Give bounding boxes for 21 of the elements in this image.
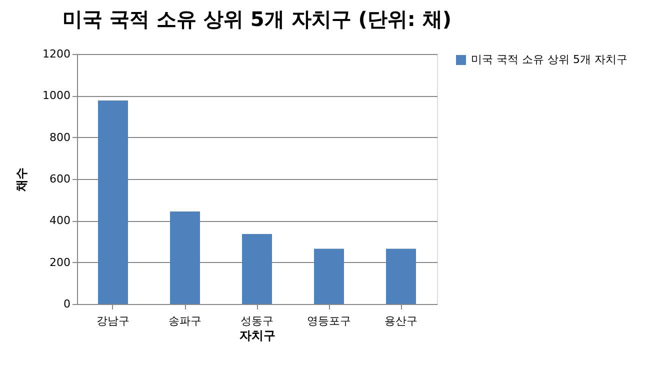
- y-axis-title: 채수: [14, 168, 29, 192]
- y-tick-label: 400: [50, 214, 70, 228]
- y-tick-label: 1000: [42, 89, 70, 102]
- bar: [314, 248, 344, 304]
- x-tick-label: 강남구: [96, 314, 130, 328]
- x-tick-label: 송파구: [168, 314, 202, 328]
- x-tick-label: 성동구: [240, 314, 274, 328]
- bar: [98, 100, 128, 304]
- bar: [386, 248, 416, 304]
- x-tick-label: 용산구: [384, 314, 418, 328]
- bar: [242, 234, 272, 304]
- y-tick-label: 800: [50, 130, 70, 144]
- legend-label: 미국 국적 소유 상위 5개 자치구: [471, 53, 628, 66]
- bar: [170, 212, 200, 304]
- y-tick-label: 0: [64, 298, 70, 310]
- y-tick-label: 600: [50, 172, 70, 186]
- x-axis-title: 자치구: [240, 328, 276, 342]
- chart-title: 미국 국적 소유 상위 5개 자치구 (단위: 채): [62, 7, 452, 31]
- x-tick-label: 영등포구: [307, 314, 351, 328]
- y-tick-label: 200: [50, 256, 70, 269]
- y-tick-label: 1200: [42, 48, 70, 60]
